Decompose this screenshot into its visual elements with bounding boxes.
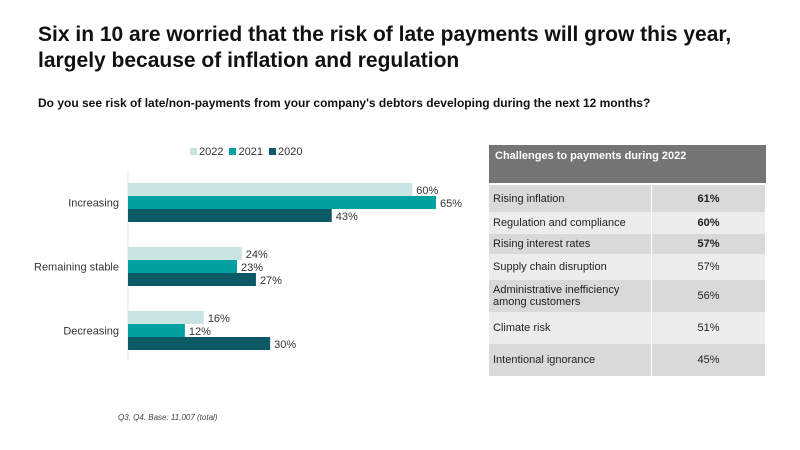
table-row: Intentional ignorance 45% (489, 344, 766, 376)
chart-legend: 2022 2021 2020 (190, 146, 302, 158)
category-label: Increasing (68, 198, 119, 210)
bar-2021 (128, 324, 185, 337)
table-header: Challenges to payments during 2022 (489, 145, 766, 185)
challenge-value: 56% (651, 280, 766, 312)
table-row: Regulation and compliance 60% (489, 212, 766, 234)
challenge-value: 60% (651, 212, 766, 234)
challenge-label: Administrative inefficiency among custom… (489, 280, 652, 312)
table-row: Rising interest rates 57% (489, 234, 766, 254)
page-title: Six in 10 are worried that the risk of l… (38, 23, 732, 72)
bar-2020 (128, 273, 256, 286)
data-label: 65% (440, 198, 462, 210)
challenge-label: Rising interest rates (489, 234, 652, 254)
legend-item-2020: 2020 (268, 146, 303, 158)
legend-item-2022: 2022 (190, 146, 223, 158)
question-subtitle: Do you see risk of late/non-payments fro… (38, 96, 651, 110)
bar-2020 (128, 337, 271, 350)
challenge-label: Intentional ignorance (489, 344, 652, 376)
legend-label: 2020 (277, 146, 303, 158)
bar-2022 (128, 311, 204, 324)
table-row: Rising inflation 61% (489, 184, 766, 212)
challenge-value: 57% (651, 254, 766, 280)
challenge-label: Regulation and compliance (489, 212, 652, 234)
table-row: Climate risk 51% (489, 312, 766, 344)
challenge-value: 57% (651, 234, 766, 254)
legend-label: 2021 (238, 146, 263, 158)
bar-2022 (128, 247, 242, 260)
bar-2022 (128, 183, 413, 196)
data-label: 24% (246, 249, 268, 261)
data-label: 27% (260, 275, 282, 287)
challenge-value: 61% (651, 184, 766, 212)
challenge-label: Climate risk (489, 312, 652, 344)
data-label: 30% (274, 339, 296, 351)
data-label: 60% (416, 185, 438, 197)
bar-2021 (128, 196, 436, 209)
challenges-table: Challenges to payments during 2022 Risin… (489, 145, 766, 376)
legend-item-2021: 2021 (229, 146, 263, 158)
table-row: Supply chain disruption 57% (489, 254, 766, 280)
challenge-label: Supply chain disruption (489, 254, 652, 280)
challenge-value: 45% (651, 344, 766, 376)
bar-2020 (128, 209, 332, 222)
category-label: Decreasing (63, 326, 119, 338)
table-row: Administrative inefficiency among custom… (489, 280, 766, 312)
base-note: Q3, Q4. Base: 11,007 (total) (118, 413, 218, 422)
data-label: 12% (189, 326, 211, 338)
bar-2021 (128, 260, 237, 273)
bar-chart: Increasing 60%65% 43% Remaining stable 24%23… (34, 172, 462, 360)
data-label: 16% (208, 313, 230, 325)
data-label: 23% (241, 262, 263, 274)
category-label: Remaining stable (34, 262, 119, 274)
challenge-label: Rising inflation (489, 184, 652, 212)
legend-label: 2022 (199, 146, 224, 158)
challenge-value: 51% (651, 312, 766, 344)
data-label: 43% (336, 211, 358, 223)
